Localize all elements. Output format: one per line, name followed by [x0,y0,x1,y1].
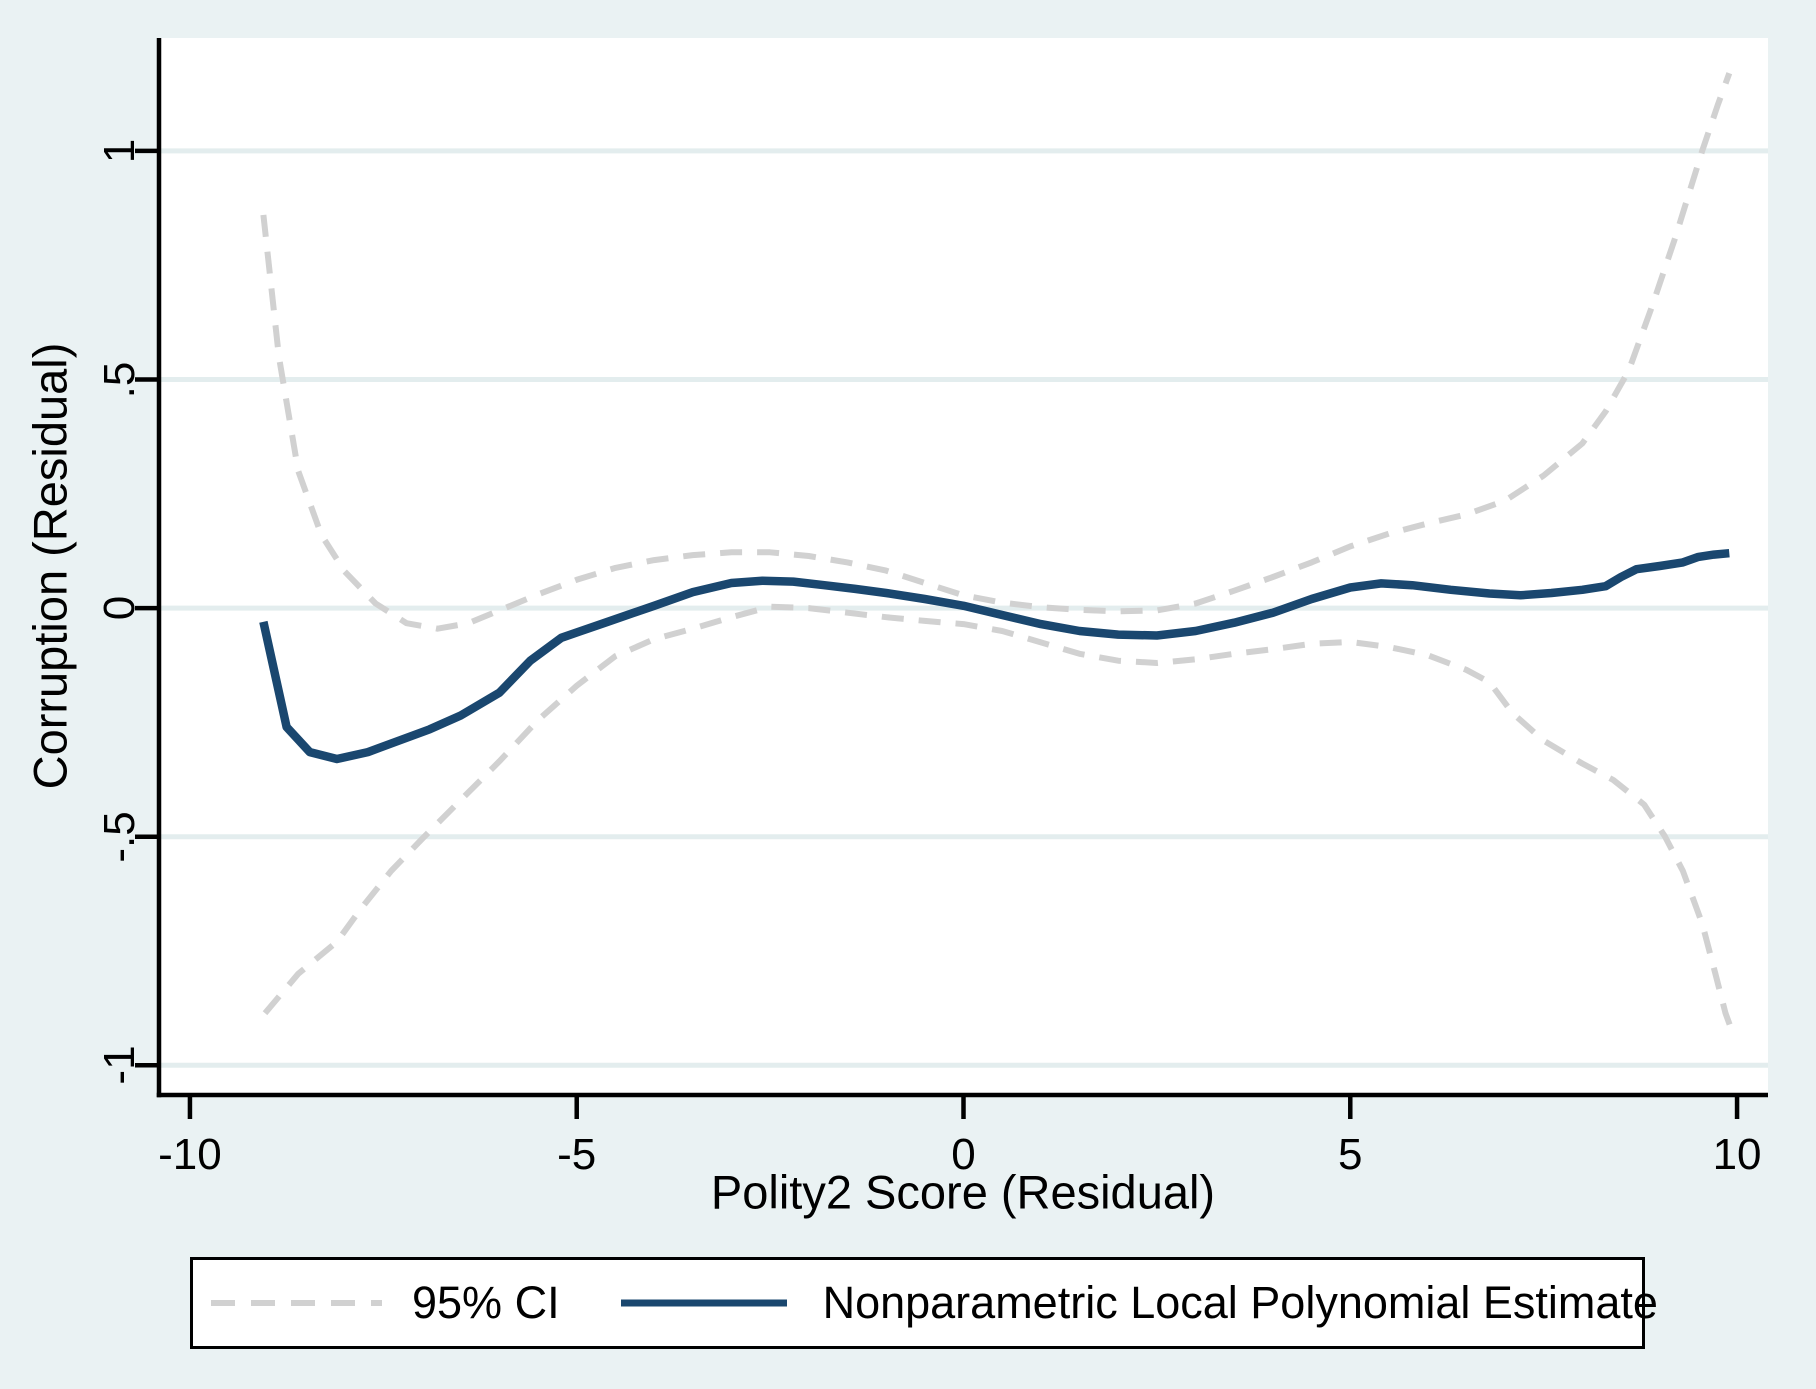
legend-label-estimate: Nonparametric Local Polynomial Estimate [822,1277,1658,1328]
ci-dashed-line-sample [211,1300,382,1306]
ci-line [260,72,1733,632]
x-tick-label: 10 [1712,1130,1762,1179]
x-tick-label: 5 [1338,1130,1363,1179]
estimate-line [259,548,1730,764]
x-tick-label: -5 [557,1130,597,1179]
x-tick-label: -10 [158,1130,222,1179]
plot-area [159,38,1768,1095]
y-tick-label: -1 [95,1045,144,1085]
legend-label-ci: 95% CI [412,1277,560,1328]
y-axis-title: Corruption (Residual) [23,342,77,790]
estimate-line-sample [620,1299,787,1307]
ci-line [262,603,1737,1038]
y-tick-label: -.5 [95,811,144,863]
y-tick-label: .5 [95,361,144,398]
legend: 95% CI Nonparametric Local Polynomial Es… [190,1257,1658,1349]
y-tick-label: 1 [95,138,144,164]
y-tick-label: 0 [95,595,144,621]
x-axis-title: Polity2 Score (Residual) [710,1165,1216,1219]
x-tick-label: 0 [951,1130,976,1179]
